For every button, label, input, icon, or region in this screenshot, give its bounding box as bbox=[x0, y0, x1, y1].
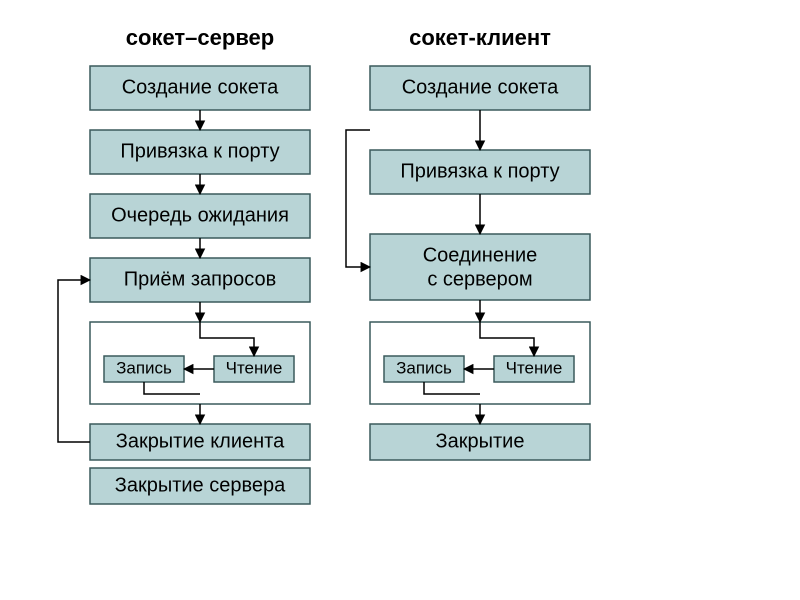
arrow-c-loop bbox=[346, 130, 370, 267]
client-connect-label2: с сервером bbox=[427, 268, 532, 290]
server-bind-label: Привязка к порту bbox=[120, 140, 279, 162]
server-write-label: Запись bbox=[116, 358, 172, 377]
server-accept-label: Приём запросов bbox=[124, 268, 276, 290]
server-column: Создание сокета Привязка к порту Очередь… bbox=[90, 66, 310, 504]
server-create-label: Создание сокета bbox=[122, 76, 279, 98]
server-closesrv-label: Закрытие сервера bbox=[115, 474, 286, 496]
client-title: сокет-клиент bbox=[409, 25, 551, 50]
server-listen-label: Очередь ожидания bbox=[111, 204, 289, 226]
client-connect-label1: Соединение bbox=[423, 244, 538, 266]
client-close-label: Закрытие bbox=[436, 430, 525, 452]
arrow-s-loop bbox=[58, 280, 90, 442]
client-write-label: Запись bbox=[396, 358, 452, 377]
server-read-label: Чтение bbox=[226, 358, 283, 377]
client-create-label: Создание сокета bbox=[402, 76, 559, 98]
server-closecli-label: Закрытие клиента bbox=[116, 430, 285, 452]
server-title: сокет–сервер bbox=[126, 25, 274, 50]
client-read-label: Чтение bbox=[506, 358, 563, 377]
client-bind-label: Привязка к порту bbox=[400, 160, 559, 182]
